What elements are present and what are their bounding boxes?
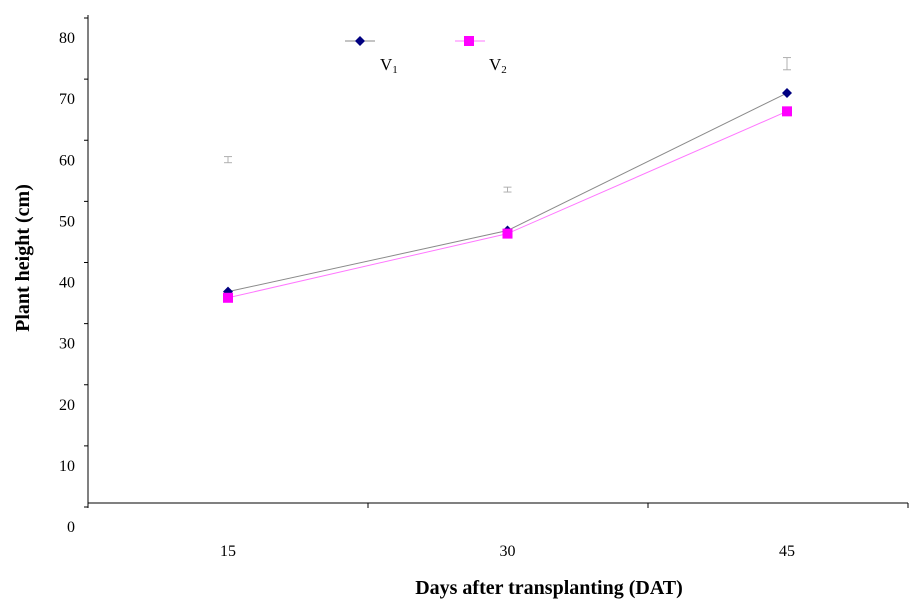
x-tick-label: 15: [220, 543, 236, 560]
series-line-2: [227, 110, 788, 299]
legend-label: V1: [380, 55, 398, 76]
legend-marker: [355, 36, 365, 46]
legend-entry-1: V1: [345, 36, 398, 76]
series-2-point: [782, 106, 792, 117]
error-bar: [224, 156, 232, 164]
y-tick-label: 50: [59, 213, 75, 230]
legend-label-subscript: 1: [392, 64, 398, 76]
series-1-point: [782, 88, 792, 99]
error-bar: [503, 186, 512, 193]
x-tick-label: 30: [500, 543, 516, 560]
y-tick-label: 40: [59, 275, 75, 292]
error-bars: [224, 57, 791, 193]
y-axis-title: Plant height (cm): [12, 184, 34, 332]
x-axis-title: Days after transplanting (DAT): [415, 577, 683, 599]
y-tick-label: 60: [59, 152, 75, 169]
error-bar: [783, 57, 791, 71]
series-2-point: [502, 228, 513, 239]
legend-label-subscript: 2: [501, 64, 507, 76]
legend: V1 V2: [345, 36, 507, 76]
x-tick-label: 45: [779, 543, 795, 560]
y-tick-label: 0: [67, 519, 75, 536]
x-axis-ticks: 15 30 45: [87, 503, 909, 560]
series-2-point: [223, 292, 233, 303]
y-tick-label: 80: [59, 30, 75, 47]
series-lines: [227, 92, 788, 299]
y-tick-label: 10: [59, 458, 75, 475]
legend-label: V2: [489, 55, 507, 76]
y-tick-label: 30: [59, 336, 75, 353]
legend-marker: [464, 36, 474, 46]
y-axis-ticks: 0 10 20 30 40 50 60 70 80: [59, 17, 88, 536]
y-tick-label: 70: [59, 91, 75, 108]
series-markers: [223, 88, 792, 303]
y-tick-label: 20: [59, 397, 75, 414]
legend-entry-2: V2: [455, 36, 507, 76]
